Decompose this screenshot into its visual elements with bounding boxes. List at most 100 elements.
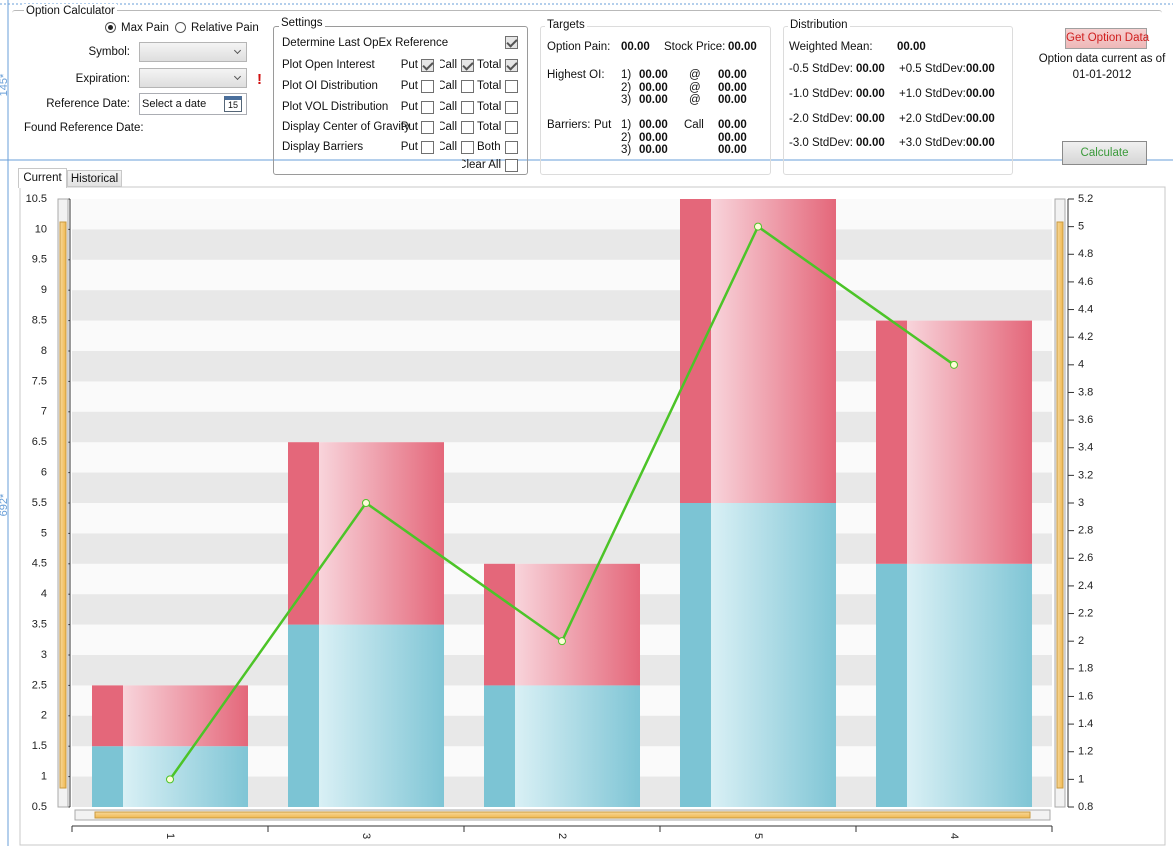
label: Weighted Mean: xyxy=(789,41,873,53)
setting-label: Display Barriers xyxy=(282,141,364,153)
y-tick-label: 9 xyxy=(41,284,47,296)
option-label: Call xyxy=(440,101,457,113)
checkbox[interactable] xyxy=(461,141,474,154)
y-tick-label: 5.5 xyxy=(32,497,47,509)
bar-segment xyxy=(680,199,836,503)
option-label: Put xyxy=(400,141,418,153)
value: 00.00 xyxy=(856,137,885,149)
checkbox[interactable] xyxy=(461,59,474,72)
y-tick-label: 4.5 xyxy=(32,558,47,570)
distribution-box xyxy=(783,26,1013,175)
checkbox[interactable] xyxy=(421,59,434,72)
checkbox[interactable] xyxy=(505,80,518,93)
checkbox[interactable] xyxy=(505,36,518,49)
label: +1.0 StdDev: xyxy=(899,88,966,100)
label: Option Pain: xyxy=(547,41,611,53)
date-placeholder: Select a date xyxy=(142,98,207,110)
distribution-title: Distribution xyxy=(788,19,850,31)
line-point xyxy=(950,360,958,369)
combo-box[interactable] xyxy=(139,68,247,88)
checkbox[interactable] xyxy=(421,121,434,134)
get-option-data-button[interactable]: Get Option Data xyxy=(1065,28,1149,49)
value: 00.00 xyxy=(639,119,668,131)
option-label: Put xyxy=(400,59,418,71)
y2-tick-label: 1.4 xyxy=(1078,718,1093,730)
option-label: Call xyxy=(440,80,457,92)
checkbox[interactable] xyxy=(505,141,518,154)
settings-title: Settings xyxy=(279,17,325,29)
value: 00.00 xyxy=(718,94,747,106)
option-label: Call xyxy=(440,121,457,133)
value: 00.00 xyxy=(639,132,668,144)
option-label: Put xyxy=(400,101,418,113)
x-tick-label: 3 xyxy=(360,833,372,839)
option-label: Total xyxy=(477,121,502,133)
checkbox[interactable] xyxy=(421,80,434,93)
found-reference-label: Found Reference Date: xyxy=(24,122,144,134)
row-marker: 1) xyxy=(621,69,632,81)
y2-tick-label: 0.8 xyxy=(1078,801,1093,813)
checkbox[interactable] xyxy=(461,121,474,134)
value: 00.00 xyxy=(639,94,668,106)
label: Put xyxy=(594,119,612,131)
y-tick-label: 1.5 xyxy=(32,740,47,752)
field-label: Reference Date: xyxy=(46,98,130,110)
setting-label: Display Center of Gravity xyxy=(282,121,410,133)
label: Call xyxy=(684,119,704,131)
y2-tick-label: 4.2 xyxy=(1078,331,1093,343)
calculate-button[interactable]: Calculate xyxy=(1062,141,1147,165)
y2-tick-label: 4.6 xyxy=(1078,276,1093,288)
y2-tick-label: 1 xyxy=(1078,773,1084,785)
y-tick-label: 10.5 xyxy=(26,193,47,205)
checkbox[interactable] xyxy=(505,59,518,72)
field-label: Symbol: xyxy=(88,46,130,58)
option-label: Total xyxy=(477,80,502,92)
setting-label: Plot Open Interest xyxy=(282,59,375,71)
y2-tick-label: 2.6 xyxy=(1078,552,1093,564)
y-tick-label: 5 xyxy=(41,527,47,539)
option-label: Both xyxy=(477,141,501,153)
line-point xyxy=(362,499,370,507)
checkbox[interactable] xyxy=(461,101,474,114)
checkbox[interactable] xyxy=(461,80,474,93)
checkbox[interactable] xyxy=(505,101,518,114)
label: +2.0 StdDev: xyxy=(899,113,966,125)
tab[interactable]: Current xyxy=(18,168,67,188)
x-tick-label: 1 xyxy=(164,833,176,839)
y2-tick-label: 4.4 xyxy=(1078,303,1093,315)
grid-band xyxy=(72,229,1052,260)
y-tick-label: 8 xyxy=(41,345,47,357)
checkbox[interactable] xyxy=(505,121,518,134)
radio-button[interactable] xyxy=(175,22,186,33)
x-tick-label: 4 xyxy=(948,833,960,839)
row-marker: 3) xyxy=(621,94,632,106)
row-marker: 2) xyxy=(621,132,632,144)
bar-segment xyxy=(876,563,1032,807)
checkbox[interactable] xyxy=(421,101,434,114)
radio-label: Relative Pain xyxy=(191,22,259,34)
row-marker: @ xyxy=(689,82,701,94)
value: 00.00 xyxy=(728,41,757,53)
tab[interactable]: Historical xyxy=(67,170,122,187)
value: 00.00 xyxy=(966,63,995,75)
value: 00.00 xyxy=(966,88,995,100)
option-label: Total xyxy=(477,59,502,71)
label: -2.0 StdDev: xyxy=(789,113,853,125)
option-label: Call xyxy=(440,59,457,71)
y2-tick-label: 2.8 xyxy=(1078,525,1093,537)
y-tick-label: 9.5 xyxy=(32,254,47,266)
radio-button[interactable] xyxy=(105,22,116,33)
combo-box[interactable] xyxy=(139,42,247,62)
bar-segment xyxy=(876,320,1032,564)
field-label: Expiration: xyxy=(75,73,130,85)
value: 00.00 xyxy=(639,69,668,81)
row-marker: 2) xyxy=(621,82,632,94)
value: 00.00 xyxy=(856,63,885,75)
bar-segment xyxy=(680,503,836,807)
row-marker: 1) xyxy=(621,119,632,131)
calendar-icon[interactable]: 15 xyxy=(224,96,242,112)
checkbox[interactable] xyxy=(421,141,434,154)
date-picker[interactable] xyxy=(139,93,247,115)
checkbox[interactable] xyxy=(505,159,518,172)
y-tick-label: 7.5 xyxy=(32,375,47,387)
